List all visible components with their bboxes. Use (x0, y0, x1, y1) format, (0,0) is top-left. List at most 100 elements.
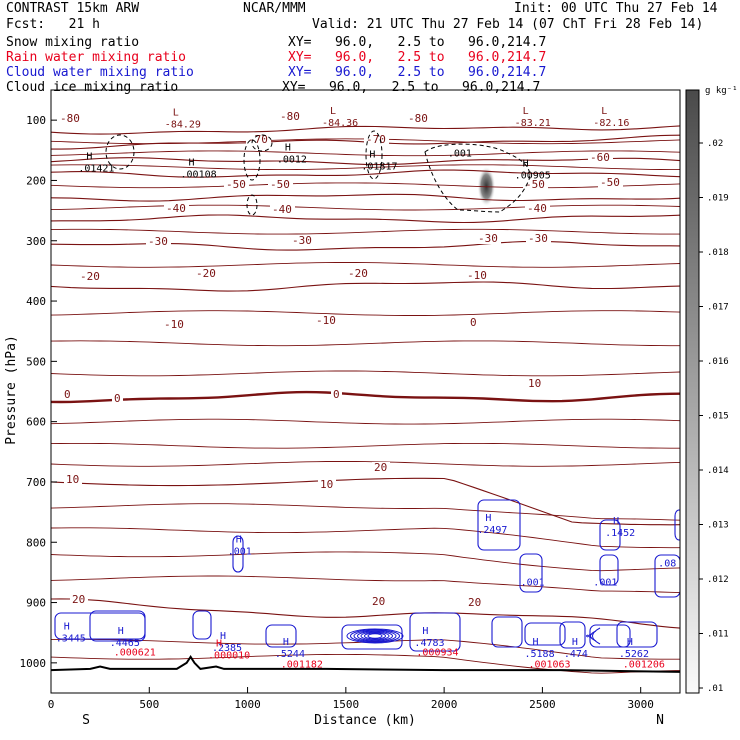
colorbar-tick-label: .014 (707, 466, 729, 476)
colorbar-unit: g kg⁻¹ (705, 86, 738, 96)
extremum-value: .001 (228, 546, 252, 557)
temperature-contour-label: 0 (333, 388, 340, 401)
cloud-water-contour (616, 621, 658, 648)
extremum-marker: H (220, 631, 226, 642)
temperature-contour-label: -30 (478, 232, 498, 245)
cloud-water-contour (524, 622, 566, 646)
field-snow-name: Snow mixing ratio (6, 35, 140, 50)
cloud-water-contour (586, 634, 589, 638)
contour-label-background (466, 597, 484, 608)
y-tick-label: 100 (26, 114, 46, 127)
contour-label-background (526, 378, 544, 389)
temperature-contour (51, 390, 680, 404)
temperature-contour-label: -40 (272, 203, 292, 216)
temperature-contour (51, 193, 680, 202)
cloud-water-contour (192, 610, 212, 640)
x-tick-label: 2500 (529, 698, 556, 711)
y-tick-label: 200 (26, 174, 46, 187)
cloud-water-contour (364, 632, 386, 640)
cloud-ice-contour (246, 194, 258, 216)
temperature-contour (51, 370, 680, 377)
y-tick-label: 600 (26, 416, 46, 429)
extremum-marker: H (118, 626, 124, 637)
cloud-water-contour (350, 629, 400, 643)
temperature-contour (51, 182, 680, 189)
temperature-contour-label: -20 (196, 267, 216, 280)
temperature-contour-label: -20 (348, 267, 368, 280)
colorbar-tick-label: .011 (707, 630, 729, 640)
temperature-contour (51, 575, 680, 594)
contour-label-background (146, 236, 171, 247)
temperature-contour-label: 10 (66, 473, 79, 486)
extremum-value: .000934 (416, 648, 458, 659)
cloud-water-contour (592, 627, 601, 645)
x-tick-label: 0 (48, 698, 55, 711)
extremum-value: .00905 (515, 171, 551, 182)
cloud-water-contour (409, 612, 461, 652)
contour-label-background (526, 233, 551, 244)
field-rain-name: Rain water mixing ratio (6, 50, 187, 65)
field-snow-xy: XY= 96.0, 2.5 to 96.0,214.7 (288, 35, 547, 50)
x-tick-label: 2000 (431, 698, 458, 711)
extremum-value: .08 (658, 558, 676, 569)
temperature-contour (51, 214, 680, 224)
extremum-marker: L (523, 106, 529, 117)
extremum-marker: H (422, 626, 428, 637)
temperature-contour (51, 262, 680, 268)
temperature-contour-label: -70 (366, 133, 386, 146)
contour-label-background (268, 179, 293, 190)
cloud-ice-contour (105, 134, 135, 170)
y-tick-label: 1000 (20, 657, 47, 670)
contour-label-background (476, 233, 501, 244)
extremum-value: .001 (521, 578, 545, 589)
temperature-contour-label: -80 (408, 112, 428, 125)
contour-label-background (78, 271, 103, 282)
cloud-water-contour (89, 610, 146, 642)
contour-label-background (346, 268, 371, 279)
cloud-water-contour (588, 633, 593, 639)
extremum-marker: H (613, 516, 619, 527)
cloud-water-contour (491, 616, 523, 648)
temperature-contour (51, 310, 680, 316)
temperature-contour (51, 477, 680, 526)
temperature-contour-label: 0 (114, 392, 121, 405)
extremum-value: .4783 (414, 638, 444, 649)
temperature-contour (51, 281, 680, 292)
temperature-contour (51, 418, 680, 425)
temperature-contour-label: -50 (270, 178, 290, 191)
temperature-contour (51, 228, 680, 235)
temperature-contour-label: 20 (372, 595, 385, 608)
extremum-value: -84.36 (322, 118, 358, 129)
temperature-contour-label: -70 (248, 133, 268, 146)
extremum-marker: H (64, 622, 70, 633)
contour-label-background (278, 111, 303, 122)
extremum-marker: H (572, 637, 578, 648)
temperature-contour (51, 164, 680, 171)
cloud-water-contour (674, 509, 680, 541)
contour-label-background (525, 203, 550, 214)
temperature-contour-label: 20 (374, 461, 387, 474)
field-cloudwater-xy: XY= 96.0, 2.5 to 96.0,214.7 (288, 65, 547, 80)
x-tick-label: 3000 (627, 698, 654, 711)
contour-label-background (290, 235, 315, 246)
temperature-contour (51, 442, 680, 449)
temperature-contour-label: 10 (528, 377, 541, 390)
contour-label-background (318, 479, 336, 490)
colorbar-tick-label: .016 (707, 357, 729, 367)
extremum-marker: H (485, 513, 491, 524)
extremum-marker: L (330, 106, 336, 117)
contour-label-background (406, 113, 431, 124)
cloud-ice-contour (251, 134, 273, 152)
extremum-value: .2497 (477, 525, 507, 536)
contour-label-background (465, 270, 490, 281)
field-cloudice-xy: XY= 96.0, 2.5 to 96.0,214.7 (282, 80, 541, 95)
contour-label-background (468, 317, 479, 328)
temperature-contour-label: -10 (164, 318, 184, 331)
extremum-value: .01421 (78, 163, 114, 174)
cloud-water-contour (559, 621, 586, 649)
extremum-value: -83.21 (515, 118, 551, 129)
extremum-value: .001063 (528, 660, 570, 671)
cloud-water-contour (346, 628, 404, 644)
contour-label-background (588, 152, 613, 163)
